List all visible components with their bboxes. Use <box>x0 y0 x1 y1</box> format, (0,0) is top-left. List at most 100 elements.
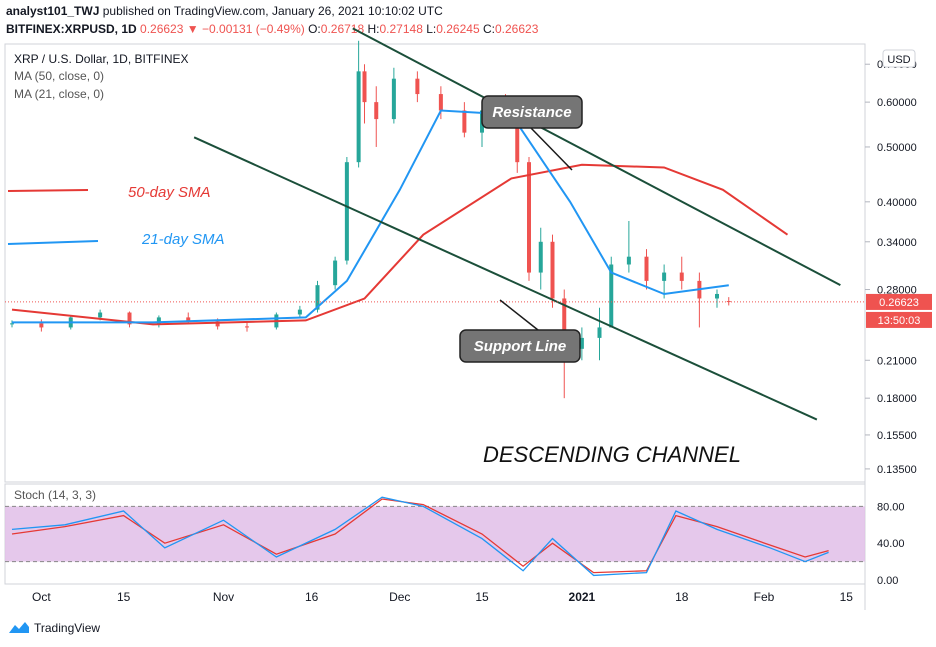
candle-body[interactable] <box>10 323 14 325</box>
candle-body[interactable] <box>562 298 567 349</box>
candle-body[interactable] <box>415 78 420 95</box>
time-axis-label: Feb <box>754 590 775 604</box>
candle-body[interactable] <box>679 272 684 281</box>
legend-ma21[interactable]: MA (21, close, 0) <box>14 87 105 101</box>
time-axis-label: Nov <box>213 590 234 604</box>
header-line-2: BITFINEX:XRPUSD, 1D 0.26623 ▼ −0.00131 (… <box>6 22 538 36</box>
published-text: published on TradingView.com, January 26… <box>102 4 443 18</box>
close-label: C: <box>482 22 495 36</box>
price-tick-label: 0.18000 <box>877 393 917 405</box>
candle-body[interactable] <box>245 326 249 328</box>
time-axis-label: 15 <box>840 590 854 604</box>
time-axis-label: 15 <box>117 590 131 604</box>
candle-body[interactable] <box>344 162 349 261</box>
low-label: L: <box>426 22 437 36</box>
candle-body[interactable] <box>626 256 631 265</box>
currency-label: USD <box>887 54 910 66</box>
footer-brand[interactable]: TradingView <box>34 621 101 635</box>
countdown-text: 13:50:03 <box>878 315 921 327</box>
candle-body[interactable] <box>662 272 667 281</box>
candle-body[interactable] <box>297 309 302 315</box>
header-line-1: analyst101_TWJ published on TradingView.… <box>6 4 443 18</box>
ma21-line[interactable] <box>12 109 729 324</box>
candle-body[interactable] <box>579 337 584 349</box>
candle-body[interactable] <box>315 285 320 310</box>
stoch-tick-label: 0.00 <box>877 575 898 587</box>
price-tick-label: 0.15500 <box>877 430 917 442</box>
candle-body[interactable] <box>39 323 44 328</box>
ma50-line[interactable] <box>11 163 789 326</box>
stoch-k-line[interactable] <box>11 496 829 577</box>
high-label: H: <box>367 22 380 36</box>
last-price: 0.26623 <box>140 22 184 36</box>
resistance-callout: Resistance <box>481 95 583 171</box>
sma21-legend-line <box>7 240 99 245</box>
candle-body[interactable] <box>527 162 531 273</box>
support-trendline[interactable] <box>193 136 818 421</box>
candle-body[interactable] <box>215 321 220 327</box>
legend-ma50[interactable]: MA (50, close, 0) <box>14 69 105 83</box>
candle-body[interactable] <box>515 119 520 163</box>
candle-body[interactable] <box>644 256 649 281</box>
symbol-label: BITFINEX:XRPUSD, 1D <box>6 22 137 36</box>
currency-badge[interactable] <box>882 49 916 68</box>
stoch-tick-label: 80.00 <box>877 501 905 513</box>
candle-body[interactable] <box>374 102 379 120</box>
time-axis-label: Dec <box>389 590 410 604</box>
close-value: 0.26623 <box>494 22 539 36</box>
price-tick-label: 0.13500 <box>877 464 917 476</box>
time-axis-label: 15 <box>475 590 489 604</box>
tradingview-logo-icon <box>9 622 29 633</box>
resistance-label: Resistance <box>492 104 571 121</box>
last-price-badge <box>866 293 932 310</box>
sma50-legend-line <box>7 189 89 192</box>
price-tick-label: 0.60000 <box>877 97 917 109</box>
candle-body[interactable] <box>127 312 132 325</box>
legend-title[interactable]: XRP / U.S. Dollar, 1D, BITFINEX <box>14 52 189 66</box>
stoch-tick-label: 40.00 <box>877 538 905 550</box>
open-label: O: <box>308 22 321 36</box>
price-tick-label: 0.28000 <box>877 285 917 297</box>
open-value: 0.26718 <box>320 22 365 36</box>
sma21-annotation: 21-day SMA <box>141 231 225 248</box>
price-tick-label: 0.21000 <box>877 355 917 367</box>
resistance-trendline[interactable] <box>352 27 841 287</box>
candle-body[interactable] <box>156 317 161 325</box>
price-change: −0.00131 (−0.49%) <box>202 22 305 36</box>
candle-body[interactable] <box>715 293 719 299</box>
candle-body[interactable] <box>550 241 555 299</box>
candle-body[interactable] <box>438 94 443 111</box>
stoch-band <box>5 506 865 562</box>
legend-stoch[interactable]: Stoch (14, 3, 3) <box>14 488 97 502</box>
time-axis-label: 16 <box>305 590 319 604</box>
down-arrow-icon: ▼ <box>186 22 199 36</box>
time-axis-label: 2021 <box>569 590 596 604</box>
candle-body[interactable] <box>362 71 367 103</box>
price-tick-label: 0.40000 <box>877 197 917 209</box>
footer: TradingView <box>8 621 100 635</box>
last-price-badge-text: 0.26623 <box>879 297 919 309</box>
price-tick-label: 0.34000 <box>877 237 917 249</box>
stoch-d-line[interactable] <box>11 498 829 574</box>
channel-title: DESCENDING CHANNEL <box>483 442 741 467</box>
time-axis-label: 18 <box>675 590 689 604</box>
price-tick-label: 0.50000 <box>877 142 917 154</box>
time-axis-label: Oct <box>32 590 51 604</box>
candle-body[interactable] <box>98 312 103 318</box>
candle-body[interactable] <box>462 110 467 133</box>
author-name[interactable]: analyst101_TWJ <box>6 4 100 18</box>
candle-body[interactable] <box>538 241 543 273</box>
countdown-badge <box>866 311 932 328</box>
low-value: 0.26245 <box>436 22 480 36</box>
candle-body[interactable] <box>597 327 602 338</box>
price-pane-frame <box>4 43 866 483</box>
candle-body[interactable] <box>333 260 338 286</box>
support-label: Support Line <box>474 338 567 355</box>
high-value: 0.27148 <box>379 22 423 36</box>
sma50-annotation: 50-day SMA <box>128 184 211 201</box>
candle-body[interactable] <box>186 317 191 322</box>
candle-body[interactable] <box>356 71 361 163</box>
candle-body[interactable] <box>609 264 614 328</box>
candle-body[interactable] <box>391 78 396 120</box>
